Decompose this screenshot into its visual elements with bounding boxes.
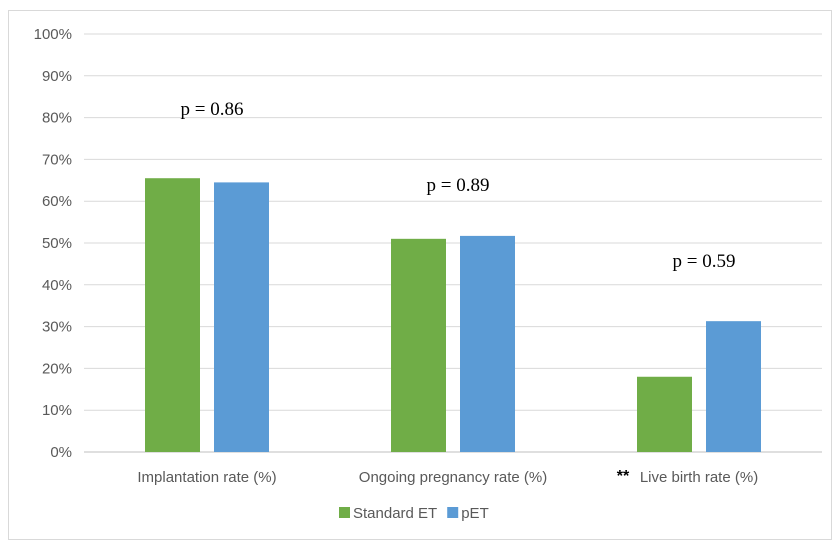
p-value-annotation: p = 0.59 [673, 251, 736, 272]
bars [145, 178, 761, 452]
legend-label: pET [461, 505, 489, 522]
y-tick-label: 80% [42, 110, 72, 127]
legend-swatch [339, 507, 350, 518]
x-tick-label: Implantation rate (%) [137, 469, 276, 486]
p-value-annotation: p = 0.86 [181, 99, 244, 120]
p-value-annotation: p = 0.89 [427, 175, 490, 196]
y-tick-label: 100% [34, 26, 72, 43]
y-tick-label: 70% [42, 151, 72, 168]
legend-label: Standard ET [353, 505, 437, 522]
x-axis-labels: Implantation rate (%) Ongoing pregnancy r… [137, 468, 758, 486]
bar [391, 238, 446, 452]
y-tick-label: 90% [42, 68, 72, 85]
x-tick-label: Ongoing pregnancy rate (%) [359, 469, 547, 486]
y-tick-label: 0% [50, 444, 72, 461]
bar [706, 321, 761, 452]
gridlines [84, 33, 822, 453]
y-tick-label: 40% [42, 277, 72, 294]
y-tick-label: 30% [42, 319, 72, 336]
bar [460, 235, 515, 452]
y-axis-ticks: 0% 10% 20% 30% 40% 50% 60% 70% 80% 90% 100% [34, 26, 72, 461]
y-tick-label: 60% [42, 193, 72, 210]
legend-swatch [447, 507, 459, 518]
bar [637, 376, 692, 452]
annotations: p = 0.86 p = 0.89 p = 0.59 [181, 99, 736, 272]
y-tick-label: 20% [42, 360, 72, 377]
significance-marker: ** [617, 468, 630, 485]
y-tick-label: 10% [42, 402, 72, 419]
x-tick-label: Live birth rate (%) [640, 469, 758, 486]
y-tick-label: 50% [42, 235, 72, 252]
legend: Standard ET pET [339, 505, 489, 522]
bar [145, 178, 200, 452]
bar [214, 182, 269, 452]
